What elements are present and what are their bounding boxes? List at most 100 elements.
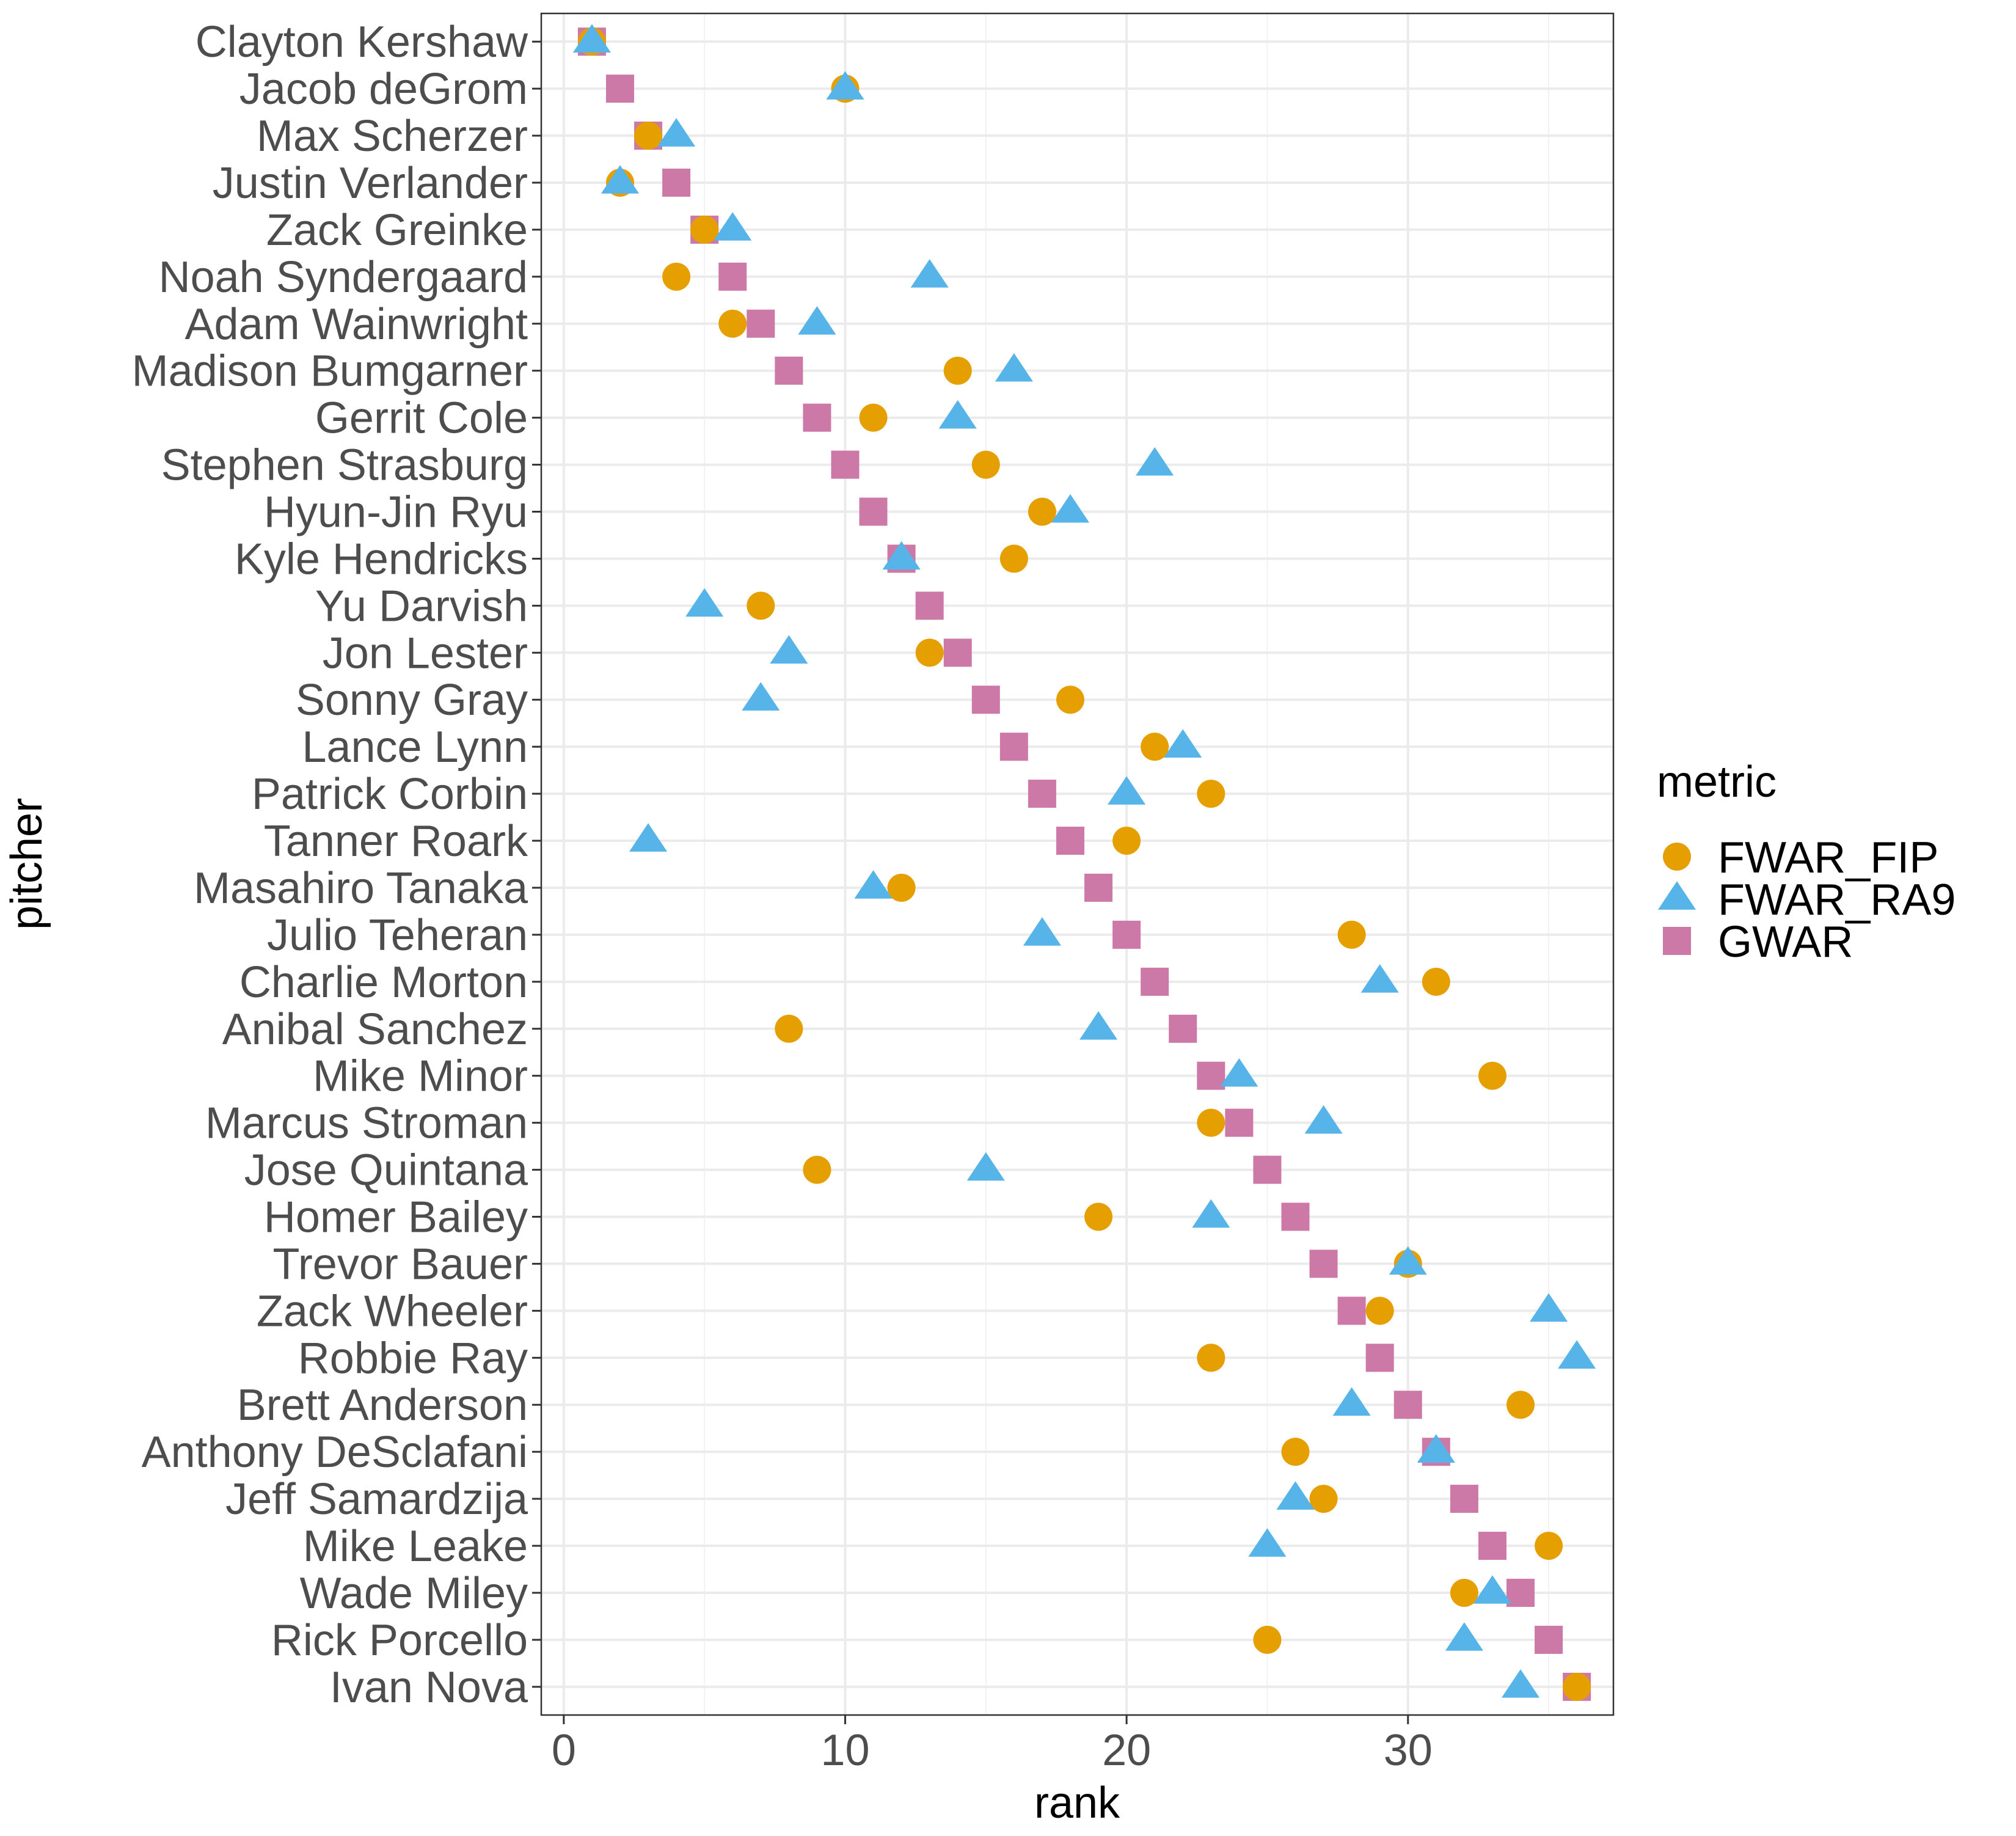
x-axis-tick-labels: 0 10 20 30 (552, 1726, 1433, 1775)
point-fwar-ra9 (995, 353, 1033, 382)
legend-title: metric (1657, 758, 1777, 806)
point-fwar-fip (1253, 1625, 1282, 1654)
point-fwar-fip (1365, 1297, 1394, 1325)
y-tick-label: Madison Bumgarner (132, 347, 528, 396)
y-tick-label: Adam Wainwright (184, 300, 528, 349)
y-tick-label: Julio Teheran (267, 911, 528, 960)
point-gwar (775, 356, 803, 385)
y-tick-label: Clayton Kershaw (195, 18, 528, 67)
y-tick-label: Wade Miley (300, 1569, 528, 1618)
point-gwar (971, 686, 1000, 714)
point-fwar-ra9 (1248, 1528, 1287, 1557)
y-tick-label: Charlie Morton (239, 958, 528, 1007)
point-gwar (605, 75, 634, 103)
point-fwar-fip (662, 262, 691, 291)
point-fwar-fip (1056, 686, 1084, 714)
y-tick-label: Noah Syndergaard (159, 253, 528, 302)
point-fwar-ra9 (629, 823, 668, 852)
point-gwar (1478, 1532, 1507, 1560)
point-fwar-fip (859, 403, 888, 432)
point-gwar (1225, 1108, 1254, 1137)
x-major-gridlines (562, 13, 1409, 1715)
point-fwar-fip (915, 638, 944, 667)
y-tick-label: Robbie Ray (298, 1334, 528, 1383)
point-fwar-ra9 (966, 1152, 1005, 1181)
point-fwar-ra9 (1192, 1199, 1230, 1228)
point-fwar-fip (1141, 733, 1169, 761)
y-tick-label: Gerrit Cole (315, 394, 528, 443)
plot-panel-border (540, 12, 1615, 1716)
point-fwar-fip (1112, 827, 1141, 855)
point-fwar-ra9 (882, 541, 921, 570)
x-tick-label: 20 (1102, 1726, 1151, 1775)
point-fwar-fip (1422, 967, 1450, 996)
point-fwar-ra9 (1558, 1340, 1596, 1369)
point-fwar-ra9 (854, 870, 893, 899)
point-fwar-fip (943, 356, 972, 385)
y-tick-label: Jacob deGrom (239, 65, 528, 114)
y-tick-label: Kyle Hendricks (235, 535, 528, 583)
point-fwar-fip (775, 1014, 803, 1043)
point-fwar-fip (690, 215, 719, 244)
plot-panel-background (541, 13, 1613, 1715)
point-fwar-fip (634, 122, 663, 150)
point-fwar-ra9 (714, 212, 752, 241)
point-fwar-ra9 (1023, 917, 1061, 946)
point-gwar (831, 450, 860, 479)
point-gwar (1056, 827, 1084, 855)
point-fwar-fip (1197, 1108, 1225, 1137)
point-gwar (747, 309, 775, 338)
point-fwar-ra9 (1220, 1058, 1258, 1087)
point-fwar-fip (1309, 1485, 1338, 1513)
point-fwar-fip (999, 544, 1028, 573)
y-tick-label: Jose Quintana (244, 1146, 528, 1195)
y-tick-label: Mike Leake (303, 1522, 528, 1571)
point-fwar-ra9 (1501, 1669, 1540, 1698)
point-gwar (915, 591, 944, 620)
point-gwar (1393, 1391, 1422, 1419)
x-axis-ticks (563, 1715, 1409, 1724)
legend-key-fwar-ra9 (1657, 881, 1696, 910)
y-tick-label: Jon Lester (323, 629, 528, 678)
point-gwar (1309, 1249, 1338, 1278)
point-fwar-fip (1084, 1202, 1113, 1231)
y-tick-label: Jeff Samardzija (225, 1475, 528, 1524)
point-fwar-ra9 (601, 165, 640, 194)
point-fwar-ra9 (1473, 1575, 1511, 1604)
y-tick-label: Zack Greinke (266, 206, 528, 255)
point-fwar-ra9 (1417, 1434, 1455, 1463)
point-fwar-fip (1337, 920, 1366, 949)
point-fwar-ra9 (910, 259, 949, 288)
y-tick-label: Patrick Corbin (252, 770, 528, 819)
y-axis-title: pitcher (2, 798, 51, 930)
point-gwar (1337, 1297, 1366, 1325)
point-gwar (1141, 967, 1169, 996)
point-gwar (1197, 1061, 1225, 1090)
point-fwar-fip (1028, 497, 1056, 526)
point-fwar-fip (1281, 1438, 1310, 1466)
point-fwar-fip (1197, 1344, 1225, 1372)
point-gwar (1028, 780, 1056, 808)
y-tick-label: Marcus Stroman (205, 1099, 528, 1148)
point-fwar-fip (1535, 1532, 1563, 1560)
point-fwar-ra9 (1530, 1293, 1568, 1322)
y-tick-label: Yu Darvish (315, 582, 528, 631)
point-fwar-fip (971, 450, 1000, 479)
point-gwar (1506, 1578, 1535, 1607)
point-gwar (1169, 1014, 1197, 1043)
point-gwar (1450, 1485, 1478, 1513)
point-gwar (943, 638, 972, 667)
point-gwar (718, 262, 747, 291)
point-fwar-fip (803, 1155, 831, 1184)
y-tick-label: Anthony DeSclafani (142, 1428, 528, 1477)
legend-label: FWAR_FIP (1718, 833, 1938, 882)
point-fwar-fip (1563, 1672, 1591, 1701)
point-fwar-ra9 (742, 682, 780, 711)
point-fwar-ra9 (1079, 1011, 1118, 1040)
y-tick-label: Max Scherzer (257, 112, 528, 161)
